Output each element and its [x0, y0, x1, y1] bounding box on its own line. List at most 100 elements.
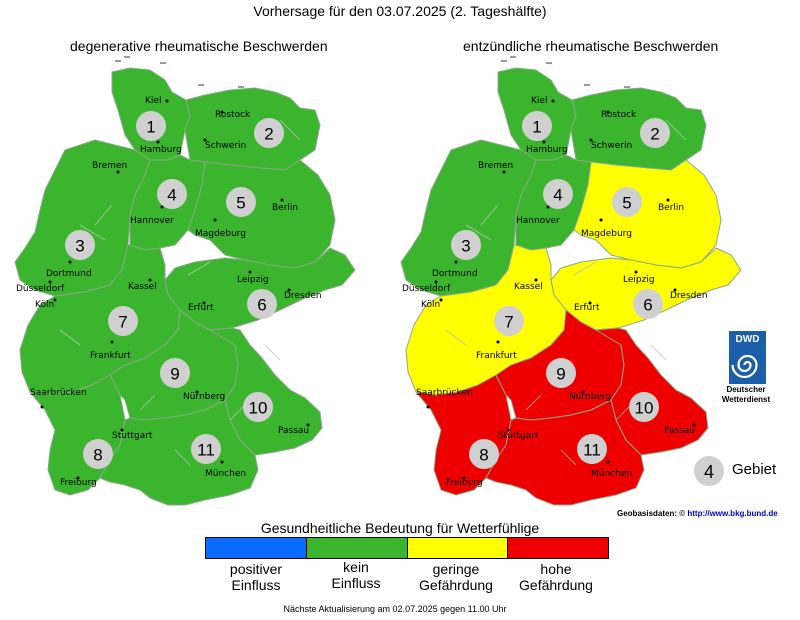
city-label: Erfurt — [574, 303, 600, 313]
city-dot — [148, 278, 152, 282]
island — [510, 56, 516, 58]
island — [115, 60, 121, 62]
state-border — [480, 204, 499, 226]
geo-credit: Geobasisdaten: © http://www.bkg.bund.de — [617, 509, 778, 518]
city-dot — [40, 405, 44, 409]
city-dot — [116, 170, 120, 174]
zone-2-badge — [640, 118, 670, 148]
city-dot — [120, 428, 124, 432]
city-label: München — [205, 469, 246, 479]
city-label: Berlin — [658, 203, 684, 213]
city-dot — [160, 205, 164, 209]
geo-link[interactable]: http://www.bkg.bund.de — [687, 509, 778, 518]
city-label: Köln — [421, 300, 440, 310]
legend-swatch-positive — [206, 538, 307, 558]
island — [238, 86, 244, 88]
city-label: Düsseldorf — [16, 284, 65, 294]
zone-2-area — [184, 87, 321, 171]
city-label: Leipzig — [623, 275, 655, 285]
zone-7-number: 7 — [118, 313, 127, 332]
legend-swatch-none — [306, 538, 408, 558]
state-border — [79, 224, 106, 241]
state-border — [465, 224, 492, 241]
zone-5-area — [573, 159, 722, 269]
state-border — [139, 394, 156, 411]
zone-8-badge — [469, 439, 499, 469]
city-dot — [110, 340, 114, 344]
legend-swatch-low — [407, 538, 509, 558]
state-border — [615, 404, 632, 421]
zone-1-badge — [136, 111, 166, 141]
map-inflammatory: Kiel Rostock Hamburg Schwerin Bremen Hannover… — [400, 56, 742, 506]
city-label: Schwerin — [591, 141, 632, 151]
zone-8-badge — [83, 439, 113, 469]
city-dot — [165, 99, 169, 103]
island — [501, 60, 507, 62]
city-dot — [546, 205, 550, 209]
city-dot — [76, 476, 80, 480]
zone-1-number: 1 — [532, 118, 541, 137]
state-border — [560, 449, 577, 466]
city-dot — [599, 218, 603, 222]
state-border — [573, 261, 597, 276]
zone-11-area — [485, 399, 645, 506]
city-label: Nürnberg — [183, 392, 225, 402]
city-dot — [634, 270, 638, 274]
state-border — [264, 344, 281, 361]
city-dot — [195, 390, 199, 394]
city-dot — [551, 99, 555, 103]
island — [546, 62, 552, 64]
city-dot — [202, 301, 206, 305]
city-label: Kiel — [145, 96, 161, 106]
city-label: Bremen — [92, 161, 127, 171]
city-dot — [502, 170, 506, 174]
zone-8-number: 8 — [93, 446, 102, 465]
zone-4-badge — [157, 179, 187, 209]
city-dot — [434, 280, 438, 284]
zone-6-number: 6 — [257, 296, 266, 315]
zone-10-area — [209, 327, 323, 456]
city-dot — [581, 390, 585, 394]
state-border — [650, 344, 667, 361]
city-dot — [68, 260, 72, 264]
zone-1-badge — [522, 111, 552, 141]
state-border — [445, 329, 467, 346]
zone-10-area — [595, 327, 709, 456]
island — [584, 84, 590, 86]
city-label: Rostock — [215, 110, 251, 120]
legend-label-high: hohe Gefährdung — [519, 561, 593, 593]
city-label: Freiburg — [60, 478, 97, 488]
map-title-inflammatory: entzündliche rheumatische Beschwerden — [463, 38, 719, 54]
city-dot — [506, 428, 510, 432]
city-label: Frankfurt — [476, 351, 517, 361]
city-dot — [220, 110, 224, 114]
zone-4-badge — [543, 179, 573, 209]
city-label: Hannover — [130, 216, 174, 226]
island — [124, 56, 130, 58]
zone-5-number: 5 — [622, 194, 631, 213]
zone-6-badge — [633, 289, 663, 319]
zone-5-number: 5 — [236, 194, 245, 213]
zone-11-number: 11 — [197, 441, 215, 460]
city-label: Saarbrücken — [30, 388, 87, 398]
city-dot — [542, 140, 546, 144]
dwd-logo-text: DWD — [736, 334, 760, 345]
dwd-caption: Deutscher Wetterdienst — [714, 385, 778, 405]
city-dot — [589, 138, 593, 142]
city-label: Freiburg — [446, 478, 483, 488]
zone-7-badge — [108, 306, 138, 336]
city-dot — [588, 301, 592, 305]
city-label: Dresden — [284, 291, 322, 301]
city-dot — [692, 423, 696, 427]
dwd-line1: Deutscher — [726, 385, 766, 394]
city-dot — [306, 423, 310, 427]
zone-5-badge — [226, 187, 256, 217]
island — [198, 84, 204, 86]
city-label: Stuttgart — [498, 431, 539, 441]
zone-4-number: 4 — [167, 186, 176, 205]
zone-4-number: 4 — [553, 186, 562, 205]
city-label: Kassel — [128, 282, 157, 292]
zone-9-badge — [546, 358, 576, 388]
city-label: Düsseldorf — [402, 284, 451, 294]
